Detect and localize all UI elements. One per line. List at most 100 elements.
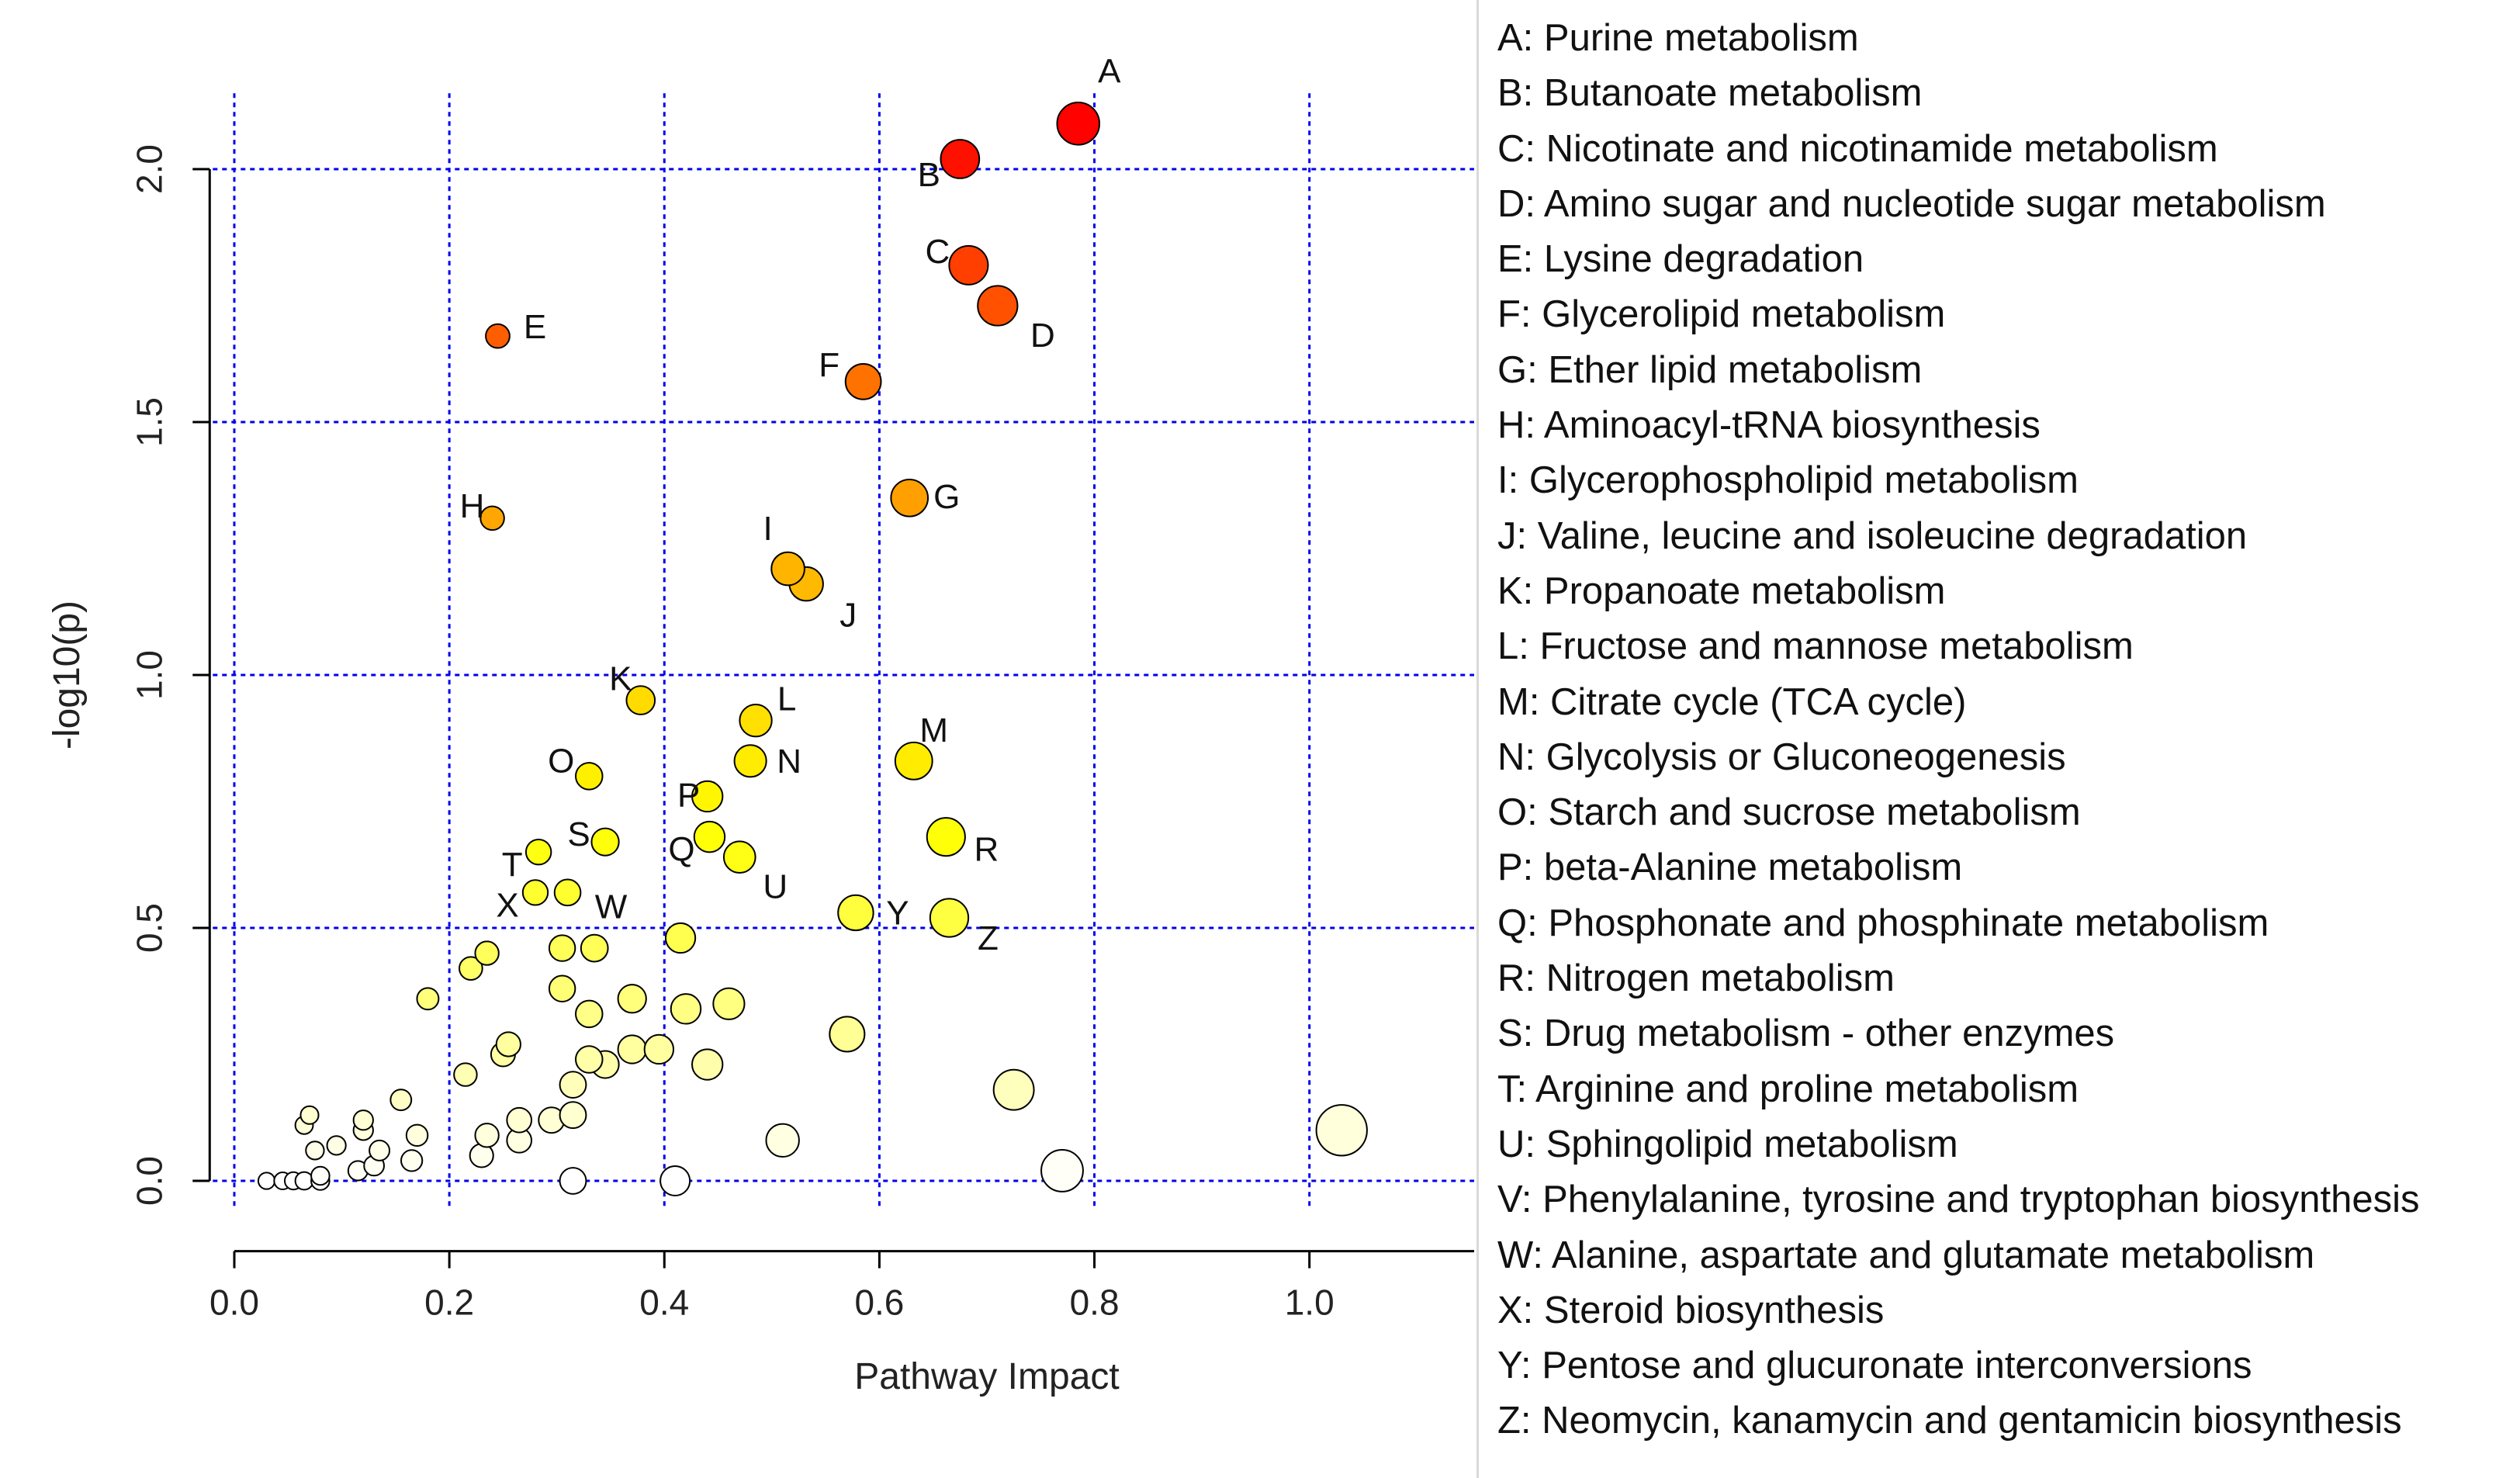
point-k — [625, 685, 656, 715]
point-label-m: M — [919, 711, 948, 749]
x-tick-label: 0.0 — [209, 1282, 259, 1323]
data-point — [659, 1165, 691, 1197]
data-point — [617, 1034, 647, 1064]
x-tick-label: 0.8 — [1070, 1282, 1120, 1323]
x-tick-label: 0.2 — [424, 1282, 474, 1323]
point-label-b: B — [918, 156, 940, 194]
legend-item: Q: Phosphonate and phosphinate metabolis… — [1497, 902, 2269, 944]
legend-item: A: Purine metabolism — [1497, 17, 1859, 59]
point-q — [693, 820, 726, 853]
data-point — [459, 956, 483, 981]
point-x — [521, 879, 549, 906]
data-point — [474, 1123, 500, 1148]
point-label-z: Z — [978, 919, 999, 957]
data-point — [453, 1062, 478, 1087]
point-w — [553, 878, 582, 907]
point-label-t: T — [502, 846, 523, 884]
point-label-u: U — [763, 868, 788, 906]
point-y — [837, 894, 874, 932]
point-label-l: L — [777, 680, 796, 718]
data-point — [829, 1016, 866, 1053]
legend-item: E: Lysine degradation — [1497, 238, 1864, 281]
point-c — [948, 244, 989, 286]
pathway-impact-scatter: 0.00.20.40.60.81.01.21.40.00.51.01.52.0P… — [47, 52, 1474, 1397]
point-label-k: K — [609, 660, 632, 698]
point-label-r: R — [974, 831, 999, 869]
legend-item: K: Propanoate metabolism — [1497, 569, 1946, 612]
legend-item: U: Sphingolipid metabolism — [1497, 1123, 1958, 1165]
data-point — [1040, 1149, 1084, 1192]
legend-item: C: Nicotinate and nicotinamide metabolis… — [1497, 127, 2218, 170]
point-label-n: N — [777, 742, 801, 781]
point-o — [575, 762, 604, 791]
point-label-e: E — [524, 308, 546, 346]
data-point — [617, 984, 647, 1014]
point-z — [929, 898, 970, 938]
legend-item: G: Ether lipid metabolism — [1497, 348, 1923, 391]
legend-item: H: Aminoacyl-tRNA biosynthesis — [1497, 404, 2041, 447]
point-n — [733, 744, 767, 778]
data-point — [257, 1172, 276, 1190]
data-point — [405, 1123, 429, 1147]
panel-divider — [1476, 0, 1479, 1478]
point-label-j: J — [839, 597, 857, 635]
point-label-o: O — [548, 742, 574, 780]
point-label-s: S — [567, 815, 590, 853]
point-l — [739, 704, 773, 738]
point-label-q: Q — [668, 831, 694, 869]
legend-item: R: Nitrogen metabolism — [1497, 957, 1895, 1000]
data-point — [310, 1165, 331, 1186]
plot-panel: 0.00.20.40.60.81.01.21.40.00.51.01.52.0P… — [47, 52, 1474, 1397]
legend-item: Z: Neomycin, kanamycin and gentamicin bi… — [1497, 1400, 2402, 1442]
point-e — [485, 323, 511, 349]
y-tick-label: 0.5 — [129, 903, 169, 953]
data-point — [765, 1123, 800, 1158]
data-point — [575, 999, 604, 1029]
legend-item: I: Glycerophospholipid metabolism — [1497, 459, 2079, 502]
data-point — [643, 1033, 675, 1065]
point-label-c: C — [926, 233, 950, 271]
legend-item: D: Amino sugar and nucleotide sugar meta… — [1497, 182, 2326, 225]
y-tick-label: 0.0 — [129, 1156, 169, 1206]
point-i — [770, 551, 805, 587]
legend-item: W: Alanine, aspartate and glutamate meta… — [1497, 1234, 2315, 1276]
legend-item: X: Steroid biosynthesis — [1497, 1289, 1885, 1331]
point-h — [479, 505, 505, 531]
data-point — [506, 1106, 533, 1134]
data-point — [664, 922, 697, 954]
pathway-legend: A: Purine metabolism B: Butanoate metabol… — [1497, 11, 2420, 1449]
data-point — [559, 1167, 587, 1195]
point-t — [524, 838, 552, 866]
point-label-f: F — [819, 346, 839, 384]
x-tick-label: 1.0 — [1285, 1282, 1334, 1323]
point-label-y: Y — [886, 894, 909, 932]
legend-item: Y: Pentose and glucuronate interconversi… — [1497, 1345, 2252, 1387]
data-point — [352, 1109, 374, 1131]
x-axis-title: Pathway Impact — [854, 1356, 1119, 1397]
data-point — [369, 1139, 391, 1161]
point-d — [977, 285, 1019, 327]
point-label-x: X — [496, 886, 518, 924]
data-point — [580, 933, 609, 963]
point-f — [844, 362, 882, 400]
x-tick-label: 0.4 — [639, 1282, 689, 1323]
data-point — [575, 1045, 604, 1074]
legend-item: M: Citrate cycle (TCA cycle) — [1497, 680, 1967, 723]
y-axis-title: -log10(p) — [47, 601, 88, 749]
y-tick-label: 2.0 — [129, 144, 169, 194]
point-label-a: A — [1098, 52, 1121, 90]
point-label-d: D — [1030, 317, 1055, 355]
data-point — [1315, 1104, 1368, 1157]
point-label-h: H — [460, 487, 485, 525]
legend-item: L: Fructose and mannose metabolism — [1497, 625, 2134, 668]
data-point — [712, 987, 746, 1020]
point-label-p: P — [677, 776, 700, 814]
data-point — [495, 1031, 521, 1057]
legend-item: B: Butanoate metabolism — [1497, 72, 1923, 115]
data-point — [548, 934, 576, 962]
data-point — [548, 974, 576, 1002]
data-point — [400, 1149, 424, 1172]
legend-item: N: Glycolysis or Gluconeogenesis — [1497, 736, 2066, 778]
data-point — [670, 993, 702, 1025]
point-label-i: I — [763, 510, 773, 548]
